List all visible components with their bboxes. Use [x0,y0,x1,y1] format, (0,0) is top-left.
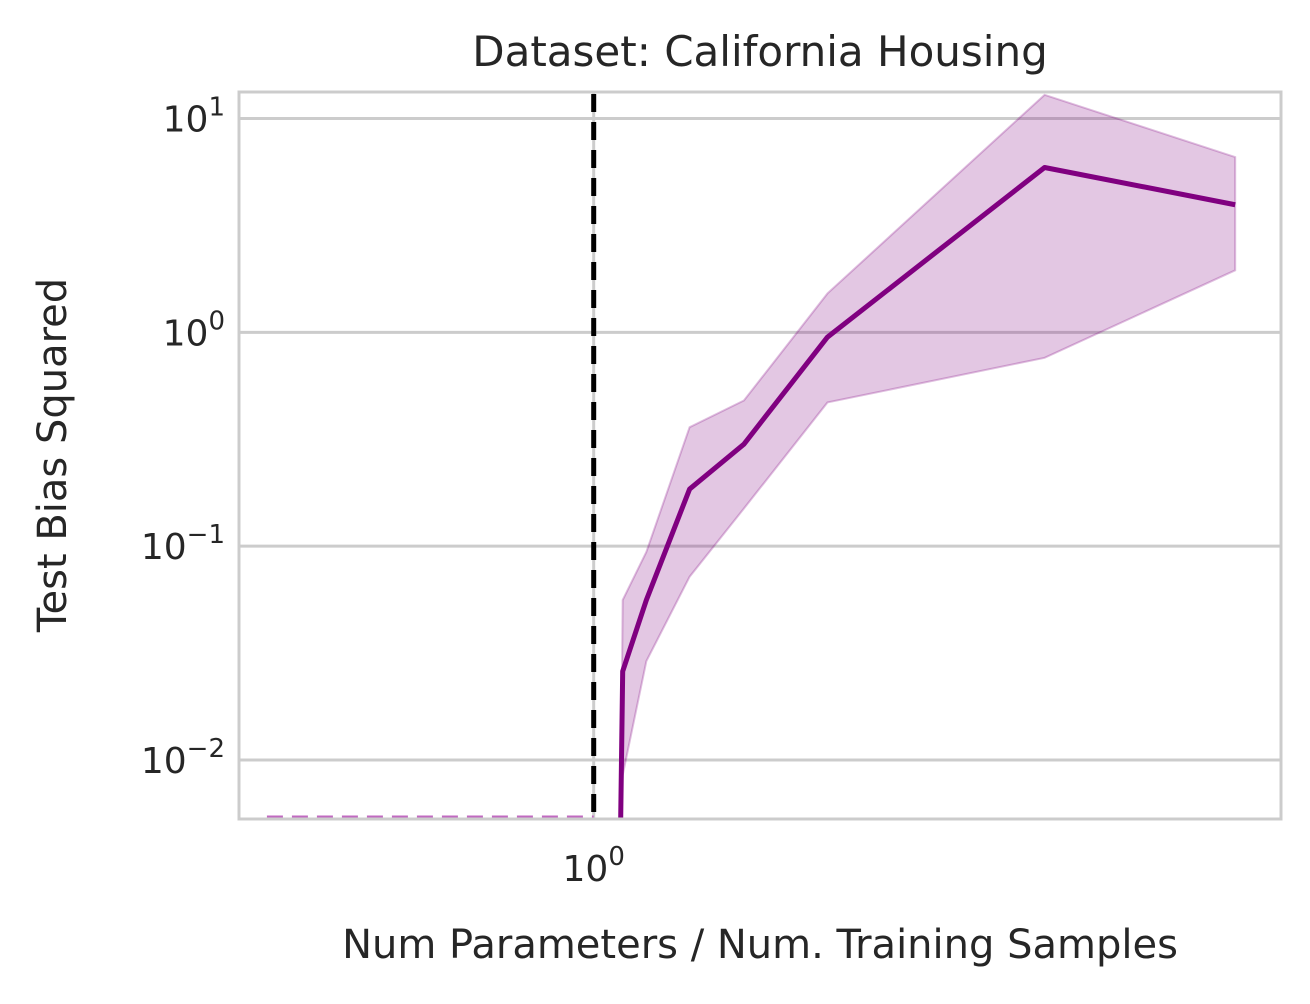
y-tick-label: 100 [163,306,225,354]
x-axis-label: Num Parameters / Num. Training Samples [342,922,1178,968]
y-axis-label: Test Bias Squared [30,278,76,633]
tick-labels: 101 100 10−1 10−2 100 [141,92,625,890]
y-tick-label: 101 [163,92,225,140]
y-tick-label: 10−1 [141,520,225,568]
chart-title: Dataset: California Housing [472,27,1048,76]
threshold-layer [267,94,594,817]
y-tick-label: 10−2 [141,734,225,782]
x-tick-label: 100 [563,842,625,890]
confidence-bands [621,95,1235,819]
confidence-band [621,95,1235,819]
